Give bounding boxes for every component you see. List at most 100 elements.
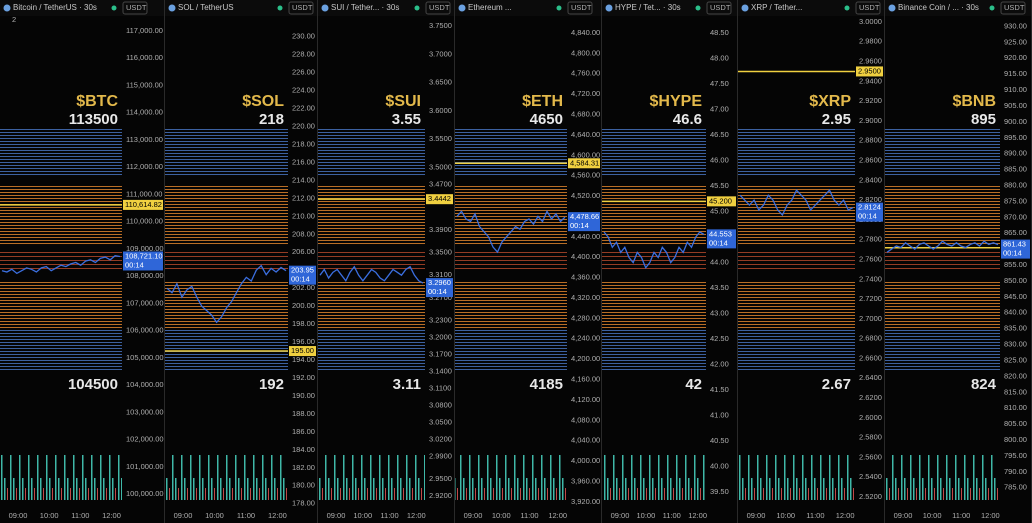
y-tick-label: 45.50 (710, 181, 729, 190)
x-tick-label: 12:00 (268, 511, 287, 520)
y-tick-label: 4,520.00 (571, 191, 600, 200)
level-label: 45.200 (709, 196, 732, 205)
upper-label: 2.95 (822, 111, 851, 128)
currency[interactable]: USDT (429, 3, 450, 12)
status-dot (556, 5, 562, 11)
heat-band (318, 185, 425, 245)
level-label-box (707, 196, 736, 207)
upper-label: 113500 (69, 111, 118, 128)
currency[interactable]: USDT (571, 3, 592, 12)
y-tick-label: 220.00 (292, 122, 315, 131)
lower-label: 4185 (530, 376, 563, 393)
y-tick-label: 43.00 (710, 309, 729, 318)
y-tick-label: 106,000.00 (126, 326, 164, 335)
upper-label: 895 (971, 111, 996, 128)
level-label: 3.4442 (428, 194, 451, 203)
last-price-box (707, 229, 736, 249)
currency[interactable]: USDT (859, 3, 880, 12)
panel-title: XRP / Tether... (751, 3, 802, 12)
badge: 2 (12, 15, 16, 24)
heat-band (885, 128, 1000, 176)
y-tick-label: 2.9000 (859, 116, 882, 125)
y-tick-label: 815.00 (1004, 387, 1027, 396)
y-tick-label: 230.00 (292, 32, 315, 41)
y-tick-label: 905.00 (1004, 101, 1027, 110)
upper-label: 46.6 (673, 111, 702, 128)
currency[interactable]: USDT (1004, 3, 1025, 12)
currency[interactable]: USDT (710, 3, 731, 12)
y-tick-label: 46.50 (710, 130, 729, 139)
y-tick-label: 4,160.00 (571, 375, 600, 384)
volume (455, 400, 567, 508)
y-tick-label: 2.7600 (859, 254, 882, 263)
price-line (319, 265, 424, 284)
ticker: $XRP (809, 93, 851, 110)
y-tick-label: 4,400.00 (571, 252, 600, 261)
y-tick-label: 47.50 (710, 79, 729, 88)
y-tick-label: 214.00 (292, 175, 315, 184)
level-label-box (856, 66, 883, 77)
y-tick-label: 105,000.00 (126, 353, 164, 362)
y-tick-label: 2.6800 (859, 334, 882, 343)
y-tick-label: 900.00 (1004, 117, 1027, 126)
y-tick-label: 3.3500 (429, 248, 452, 257)
x-tick-label: 10:00 (205, 511, 224, 520)
ticker: $BNB (952, 93, 996, 110)
x-tick-label: 11:00 (663, 511, 681, 520)
y-tick-label: 200.00 (292, 301, 315, 310)
last-price-box (568, 212, 600, 232)
y-tick-label: 850.00 (1004, 276, 1027, 285)
y-tick-label: 800.00 (1004, 435, 1027, 444)
currency-box (567, 1, 593, 15)
x-tick-label: 12:00 (688, 511, 707, 520)
symbol-icon (605, 4, 613, 12)
y-tick-label: 820.00 (1004, 371, 1027, 380)
price-line (456, 209, 566, 254)
price-line (166, 264, 287, 324)
y-tick-label: 48.00 (710, 53, 729, 62)
x-tick-label: 09:00 (611, 511, 630, 520)
y-tick-label: 206.00 (292, 247, 315, 256)
x-tick-label: 11:00 (71, 511, 89, 520)
level-label: 4,584.31 (570, 158, 599, 167)
y-tick-label: 43.50 (710, 283, 729, 292)
panel-title: Binance Coin / ... · 30s (898, 3, 979, 12)
last-price-label: 203.95 (291, 266, 314, 275)
header (318, 0, 454, 16)
y-tick-label: 107,000.00 (126, 298, 164, 307)
y-tick-label: 3.0500 (429, 417, 452, 426)
lower-label: 2.67 (822, 376, 851, 393)
y-tick-label: 47.00 (710, 105, 729, 114)
y-tick-label: 880.00 (1004, 180, 1027, 189)
y-tick-label: 4,000.00 (571, 456, 600, 465)
header (165, 0, 317, 16)
y-tick-label: 825.00 (1004, 355, 1027, 364)
y-tick-label: 113,000.00 (126, 135, 163, 144)
y-tick-label: 3,960.00 (571, 476, 600, 485)
heat-band (885, 330, 1000, 370)
y-tick-label: 4,040.00 (571, 436, 600, 445)
heat-band (602, 280, 706, 330)
y-tick-label: 3.1700 (429, 349, 452, 358)
currency[interactable]: USDT (126, 3, 147, 12)
x-tick-label: 12:00 (836, 511, 855, 520)
y-tick-label: 202.00 (292, 283, 315, 292)
y-tick-label: 39.50 (710, 487, 729, 496)
currency[interactable]: USDT (292, 3, 313, 12)
last-price-label: 3.2960 (428, 278, 451, 287)
y-tick-label: 117,000.00 (126, 26, 163, 35)
last-price-box (123, 251, 163, 271)
y-tick-label: 2.6400 (859, 373, 882, 382)
symbol-icon (888, 4, 896, 12)
y-tick-label: 182.00 (292, 463, 315, 472)
level-label: 195.00 (291, 346, 314, 355)
heat-band (602, 185, 706, 245)
y-tick-label: 104,000.00 (126, 380, 164, 389)
heat-band (0, 185, 122, 245)
countdown: 00:14 (858, 212, 877, 221)
y-tick-label: 2.5800 (859, 433, 882, 442)
volume (0, 400, 122, 508)
header (455, 0, 601, 16)
x-tick-label: 09:00 (327, 511, 346, 520)
y-tick-label: 840.00 (1004, 308, 1027, 317)
